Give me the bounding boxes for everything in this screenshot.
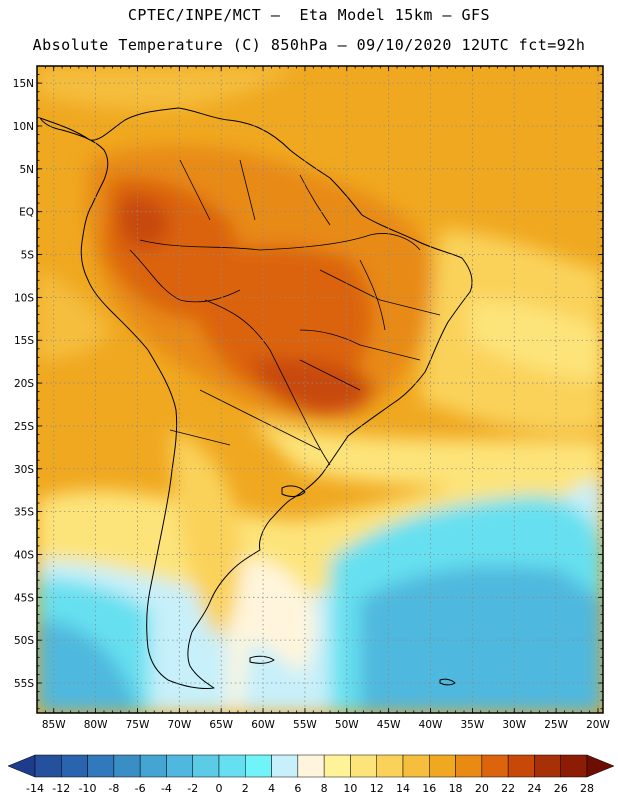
lon-label: 60W <box>251 719 275 731</box>
temperature-field <box>37 66 603 713</box>
lon-label: 20W <box>586 719 610 731</box>
colorbar-swatch <box>560 754 588 778</box>
lat-label: 45S <box>14 592 34 604</box>
colorbar-swatch <box>245 754 272 778</box>
colorbar-label: 0 <box>216 782 223 795</box>
coastlines <box>39 107 473 689</box>
lat-label: 30S <box>14 464 34 476</box>
colorbar-label: -8 <box>108 782 119 795</box>
lat-label: 25S <box>14 421 34 433</box>
longitude-labels: 85W 80W 75W 70W 65W 60W 55W 50W 45W 40W 35W 30W 25W 2… <box>42 719 611 731</box>
colorbar-swatch <box>323 754 351 778</box>
colorbar <box>7 754 615 778</box>
colorbar-swatch <box>113 754 141 778</box>
lat-label: 35S <box>14 507 34 519</box>
colorbar-swatch <box>61 754 88 778</box>
latitude-labels: 15N 10N 5N EQ 5S 10S 15S 20S 25S 30S 35S 40S 45S 50S 5… <box>13 78 35 690</box>
lon-label: 70W <box>167 719 191 731</box>
lon-label: 40W <box>419 719 443 731</box>
lon-label: 55W <box>293 719 317 731</box>
colorbar-label: 6 <box>294 782 301 795</box>
colorbar-label: -6 <box>135 782 146 795</box>
colorbar-swatch <box>166 754 193 778</box>
axis-ticks <box>37 66 603 713</box>
lat-label: 40S <box>14 549 34 561</box>
colorbar-swatch <box>139 754 167 778</box>
lon-label: 45W <box>377 719 401 731</box>
colorbar-swatch <box>350 754 377 778</box>
map-frame <box>36 65 604 714</box>
colorbar-swatch <box>218 754 246 778</box>
lon-label: 25W <box>544 719 568 731</box>
lat-label: 10S <box>14 292 34 304</box>
colorbar-arrow-high <box>586 754 615 778</box>
colorbar-swatch <box>534 754 561 778</box>
colorbar-label: 16 <box>422 782 436 795</box>
country-borders <box>129 159 441 466</box>
colorbar-arrow-low <box>7 754 36 778</box>
colorbar-label: 26 <box>554 782 568 795</box>
lon-label: 30W <box>502 719 526 731</box>
colorbar-swatch <box>87 754 115 778</box>
lat-label: 55S <box>14 678 34 690</box>
colorbar-label: 24 <box>527 782 541 795</box>
colorbar-label: -12 <box>52 782 70 795</box>
lon-label: 85W <box>42 719 66 731</box>
colorbar-label: 12 <box>370 782 384 795</box>
lon-label: 75W <box>126 719 150 731</box>
colorbar-swatch <box>34 754 62 778</box>
colorbar-label: 8 <box>321 782 328 795</box>
colorbar-label: 2 <box>242 782 249 795</box>
colorbar-label: 4 <box>268 782 275 795</box>
lon-label: 80W <box>84 719 108 731</box>
colorbar-label: -10 <box>79 782 97 795</box>
lat-label: 50S <box>14 635 34 647</box>
colorbar-label: 14 <box>396 782 410 795</box>
colorbar-label: -4 <box>161 782 172 795</box>
lat-label: 5S <box>21 250 35 262</box>
lat-label: EQ <box>19 207 34 219</box>
colorbar-swatch <box>297 754 325 778</box>
colorbar-swatch <box>455 754 483 778</box>
colorbar-label: 20 <box>475 782 489 795</box>
colorbar-swatch <box>271 754 299 778</box>
lat-label: 5N <box>19 164 34 176</box>
lat-label: 15N <box>13 78 34 90</box>
colorbar-swatch <box>402 754 430 778</box>
colorbar-swatch <box>376 754 404 778</box>
map-title-line-2: Absolute Temperature (C) 850hPa – 09/10/… <box>32 36 586 54</box>
colorbar-label: 18 <box>449 782 463 795</box>
colorbar-label: 28 <box>580 782 594 795</box>
colorbar-swatch <box>507 754 535 778</box>
lon-label: 65W <box>209 719 233 731</box>
colorbar-swatch <box>192 754 220 778</box>
colorbar-label: -2 <box>187 782 198 795</box>
colorbar-label: 10 <box>343 782 357 795</box>
colorbar-swatch <box>481 754 509 778</box>
map-title-line-1: CPTEC/INPE/MCT – Eta Model 15km – GFS <box>127 6 491 24</box>
lat-label: 20S <box>14 378 34 390</box>
lat-label: 15S <box>14 335 34 347</box>
lat-label: 10N <box>13 121 34 133</box>
colorbar-label: 22 <box>501 782 515 795</box>
lon-label: 35W <box>461 719 485 731</box>
colorbar-label: -14 <box>26 782 44 795</box>
lon-label: 50W <box>335 719 359 731</box>
colorbar-swatch <box>429 754 456 778</box>
colorbar-labels: -14 -12 -10 -8 -6 -4 -2 0 2 4 6 8 10 12 14 16 18 20 22 24 26… <box>26 782 594 795</box>
